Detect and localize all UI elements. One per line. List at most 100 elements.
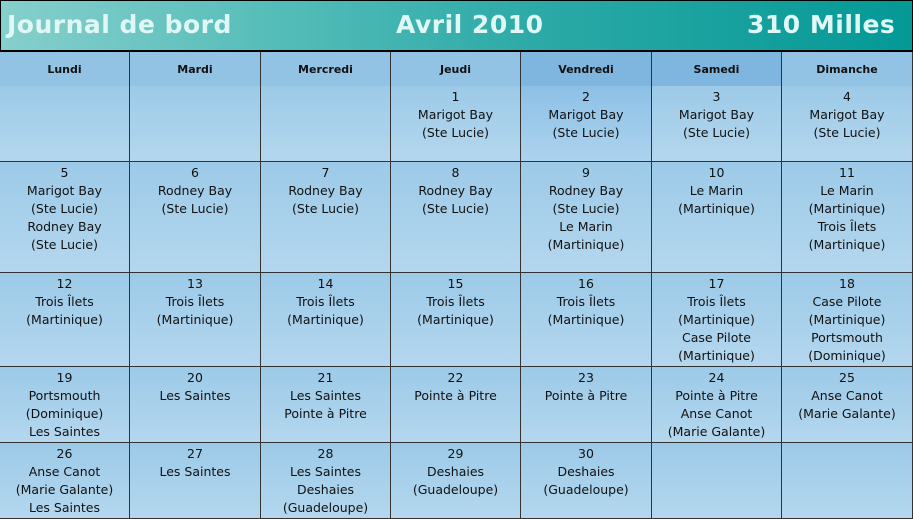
day-cell[interactable]: 5 Marigot Bay (Ste Lucie) Rodney Bay (Ste Lu…: [0, 162, 130, 273]
location-line: Trois Îlets: [426, 294, 485, 309]
day-cell[interactable]: 17 Trois Îlets (Martinique) Case Pilote (Mar…: [652, 273, 782, 367]
day-header-mardi: Mardi: [130, 52, 261, 86]
location-line: Trois Îlets: [687, 294, 746, 309]
day-header-jeudi: Jeudi: [391, 52, 521, 86]
day-cell[interactable]: 30 Deshaies (Guadeloupe): [521, 443, 652, 519]
day-cell[interactable]: 28 Les Saintes Deshaies (Guadeloupe): [261, 443, 391, 519]
location-line: Rodney Bay: [548, 183, 624, 198]
location-line: Trois Îlets: [165, 294, 225, 309]
location-line: (Ste Lucie): [31, 237, 98, 252]
day-header-lundi: Lundi: [0, 52, 130, 86]
day-cell[interactable]: 24 Pointe à Pitre Anse Canot (Marie Galante…: [652, 367, 782, 443]
location-line: Deshaies: [557, 464, 615, 479]
day-cell[interactable]: 4 Marigot Bay (Ste Lucie): [782, 86, 913, 162]
location-line: Portsmouth: [28, 388, 101, 403]
location-line: (Martinique): [287, 312, 364, 327]
location-line: Trois Îlets: [556, 294, 616, 309]
location-line: (Guadeloupe): [282, 500, 369, 515]
location-line: Rodney Bay: [418, 183, 493, 198]
location-line: (Guadeloupe): [543, 482, 629, 497]
day-cell[interactable]: 3 Marigot Bay (Ste Lucie): [652, 86, 782, 162]
day-number: 6: [191, 165, 199, 180]
day-number: 18: [839, 276, 855, 291]
journal-title: Journal de bord: [7, 10, 232, 39]
location-line: Les Saintes: [28, 424, 100, 439]
day-cell[interactable]: 2 Marigot Bay (Ste Lucie): [521, 86, 652, 162]
day-cell[interactable]: 7 Rodney Bay (Ste Lucie): [261, 162, 391, 273]
location-line: Trois Îlets: [296, 294, 355, 309]
day-cell[interactable]: 13 Trois Îlets (Martinique): [130, 273, 261, 367]
location-line: (Martinique): [156, 312, 234, 327]
day-number: 3: [712, 89, 721, 104]
day-cell[interactable]: 26 Anse Canot (Marie Galante) Les Saintes: [0, 443, 130, 519]
day-cell[interactable]: 9 Rodney Bay (Ste Lucie) Le Marin (Martiniqu…: [521, 162, 652, 273]
location-line: Rodney Bay: [288, 183, 363, 198]
day-cell[interactable]: 1 Marigot Bay (Ste Lucie): [391, 86, 521, 162]
day-cell[interactable]: 11 Le Marin (Martinique) Trois Îlets (Martin…: [782, 162, 913, 273]
location-line: (Ste Lucie): [422, 201, 489, 216]
day-cell[interactable]: 16 Trois Îlets (Martinique): [521, 273, 652, 367]
location-line: Les Saintes: [28, 500, 100, 515]
day-number: 12: [56, 276, 73, 291]
day-header-samedi: Samedi: [652, 52, 782, 86]
day-number: 15: [447, 276, 464, 291]
day-cell[interactable]: 18 Case Pilote (Martinique) Portsmouth (Domi…: [782, 273, 913, 367]
day-number: 9: [582, 165, 590, 180]
location-line: Marigot Bay: [417, 107, 494, 122]
location-line: Deshaies: [426, 464, 485, 479]
location-line: Les Saintes: [289, 388, 361, 403]
empty-cell: [261, 86, 391, 162]
day-number: 14: [317, 276, 334, 291]
location-line: Le Marin: [689, 183, 744, 198]
day-cell[interactable]: 8 Rodney Bay (Ste Lucie): [391, 162, 521, 273]
day-number: 20: [187, 370, 203, 385]
empty-cell: [652, 443, 782, 519]
day-number: 4: [843, 89, 851, 104]
location-line: Marigot Bay: [26, 183, 103, 198]
location-line: (Dominique): [808, 348, 886, 363]
day-cell[interactable]: 29 Deshaies (Guadeloupe): [391, 443, 521, 519]
day-number: 28: [317, 446, 334, 461]
month-title: Avril 2010: [396, 10, 544, 39]
day-cell[interactable]: 22 Pointe à Pitre: [391, 367, 521, 443]
day-number: 24: [708, 370, 725, 385]
location-line: Anse Canot: [811, 388, 883, 403]
day-number: 17: [708, 276, 725, 291]
location-line: (Martinique): [808, 201, 886, 216]
day-cell[interactable]: 19 Portsmouth (Dominique) Les Saintes: [0, 367, 130, 443]
day-number: 5: [60, 165, 69, 180]
location-line: (Ste Lucie): [31, 201, 98, 216]
day-cell[interactable]: 23 Pointe à Pitre: [521, 367, 652, 443]
day-header-dimanche: Dimanche: [782, 52, 913, 86]
day-number: 16: [578, 276, 594, 291]
day-header-vendredi: Vendredi: [521, 52, 652, 86]
day-cell[interactable]: 21 Les Saintes Pointe à Pitre: [261, 367, 391, 443]
location-line: (Dominique): [25, 406, 104, 421]
day-number: 11: [839, 165, 855, 180]
location-line: Marigot Bay: [809, 107, 885, 122]
location-line: Anse Canot: [680, 406, 753, 421]
day-number: 22: [447, 370, 464, 385]
day-cell[interactable]: 15 Trois Îlets (Martinique): [391, 273, 521, 367]
day-number: 23: [578, 370, 594, 385]
day-cell[interactable]: 14 Trois Îlets (Martinique): [261, 273, 391, 367]
location-line: (Marie Galante): [15, 482, 114, 497]
day-number: 27: [187, 446, 203, 461]
location-line: Les Saintes: [289, 464, 361, 479]
location-line: Pointe à Pitre: [414, 388, 497, 403]
location-line: Portsmouth: [811, 330, 883, 345]
location-line: (Ste Lucie): [292, 201, 359, 216]
location-line: (Marie Galante): [667, 424, 766, 439]
location-line: Le Marin: [820, 183, 874, 198]
empty-cell: [782, 443, 913, 519]
day-cell[interactable]: 27 Les Saintes: [130, 443, 261, 519]
day-number: 21: [317, 370, 334, 385]
location-line: (Martinique): [678, 312, 755, 327]
day-cell[interactable]: 25 Anse Canot (Marie Galante): [782, 367, 913, 443]
distance-total: 310 Milles: [747, 10, 896, 39]
day-cell[interactable]: 12 Trois Îlets (Martinique): [0, 273, 130, 367]
day-cell[interactable]: 20 Les Saintes: [130, 367, 261, 443]
day-cell[interactable]: 6 Rodney Bay (Ste Lucie): [130, 162, 261, 273]
day-header-mercredi: Mercredi: [261, 52, 391, 86]
day-cell[interactable]: 10 Le Marin (Martinique): [652, 162, 782, 273]
